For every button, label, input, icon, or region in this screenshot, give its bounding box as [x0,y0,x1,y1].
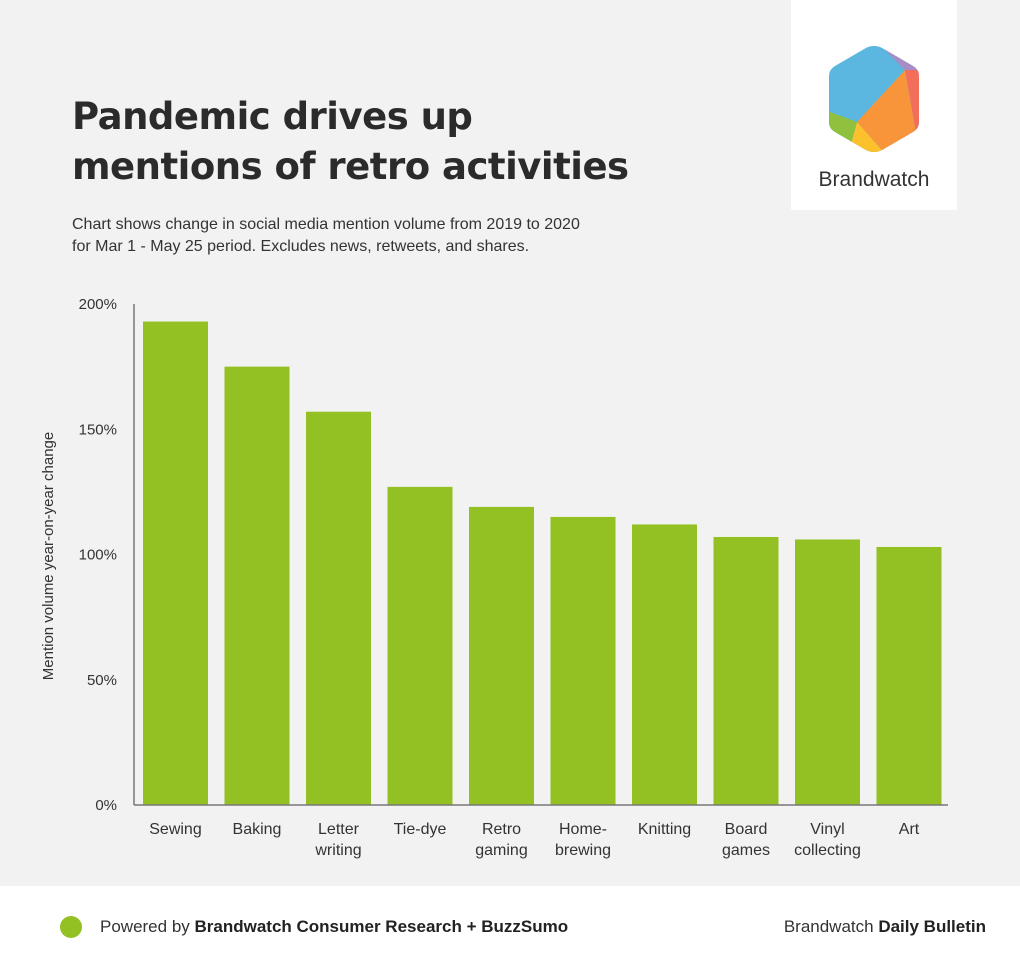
daily-bulletin-prefix: Brandwatch [783,917,879,936]
powered-by-text: Powered by Brandwatch Consumer Research … [100,917,568,937]
brandwatch-logo-card: Brandwatch [791,0,957,210]
x-tick-label: Sewing [149,821,201,838]
powered-by-prefix: Powered by [100,917,195,936]
y-tick-label: 100% [79,547,117,564]
x-tick-label: Retro gaming [475,821,527,859]
chart-title: Pandemic drives up mentions of retro act… [72,92,712,192]
bar [387,486,453,805]
daily-bulletin-name: Daily Bulletin [878,917,986,936]
bar-chart: 0% 50% 100% 150% 200% Mention volume year-on… [40,296,948,859]
chart-title-line-2: mentions of retro activities [72,145,629,188]
y-tick-label: 150% [79,421,117,438]
chart-subtitle: Chart shows change in social media menti… [72,214,692,258]
y-tick-label: 200% [79,296,117,313]
bar [469,506,534,805]
x-tick-label: Letter writing [314,821,361,859]
powered-by-sources: Brandwatch Consumer Research + BuzzSumo [194,917,569,936]
x-tick-label: Vinyl collecting [794,821,861,859]
x-axis-labels: Sewing Baking Letter writing Tie-dye Retro gam… [149,821,920,859]
x-tick-label: Art [899,821,920,838]
chart-title-line-1: Pandemic drives up [72,95,473,138]
daily-bulletin-text: Brandwatch Daily Bulletin [784,917,986,937]
y-tick-label: 0% [95,797,117,814]
bar [795,539,860,805]
bar [876,546,942,805]
bar [713,536,779,805]
x-tick-label: Knitting [638,821,691,838]
brandwatch-hexagon-logo-icon [829,46,919,152]
chart-subtitle-line-1: Chart shows change in social media menti… [72,216,580,233]
y-axis-label: Mention volume year-on-year change [40,432,57,680]
x-tick-label: Home-brewing [555,821,611,859]
bar [550,516,616,805]
x-tick-label: Tie-dye [394,821,447,838]
y-tick-label: 50% [87,672,117,689]
brandwatch-logo-text: Brandwatch [818,168,930,191]
bar [143,321,208,805]
footer: Powered by Brandwatch Consumer Research … [0,886,1020,963]
chart-subtitle-line-2: for Mar 1 - May 25 period. Excludes news… [72,238,530,255]
brand-dot-icon [60,916,82,938]
bars [143,321,942,805]
x-tick-label: Board games [722,821,770,859]
bar [224,366,290,805]
y-axis-ticks: 0% 50% 100% 150% 200% [79,296,117,814]
bar [306,411,371,805]
bar [632,524,697,805]
x-tick-label: Baking [233,821,282,838]
